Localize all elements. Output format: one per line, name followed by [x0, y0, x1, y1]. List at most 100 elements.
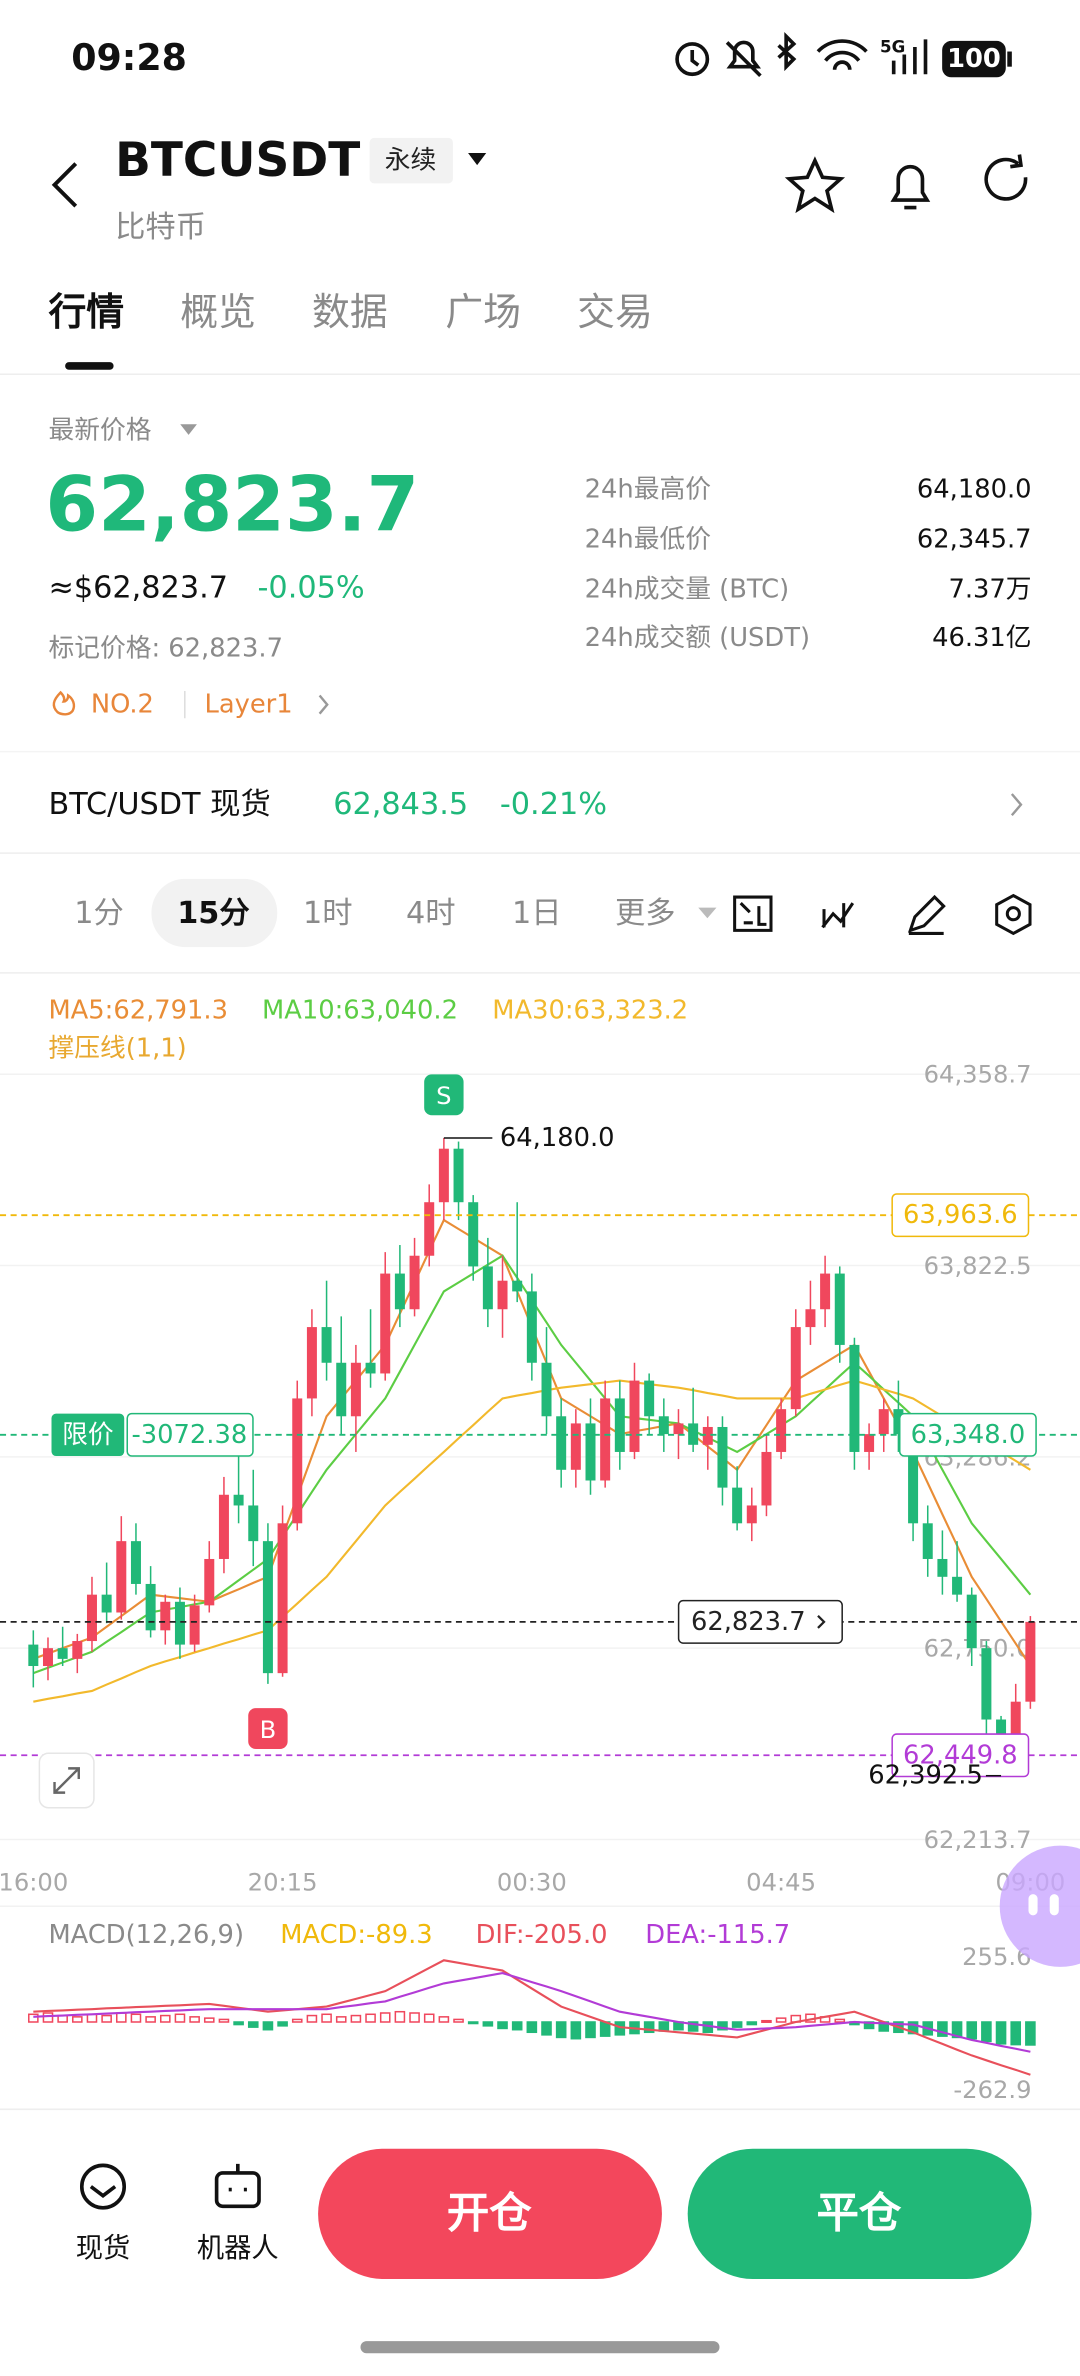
last-price: 62,823.7	[45, 461, 419, 549]
favorite-button[interactable]	[784, 156, 846, 214]
tag[interactable]: NO.2	[91, 690, 154, 720]
sell-tag-bg	[424, 1074, 464, 1116]
price-line-box	[891, 1733, 1030, 1778]
candle-body	[321, 1327, 332, 1363]
candle-body	[702, 1426, 713, 1445]
spot-row[interactable]: BTC/USDT 现货 62,843.5 -0.21%	[48, 787, 1023, 822]
low-marker-label: 62,392.5	[868, 1761, 983, 1791]
candle-body	[101, 1594, 112, 1613]
macd-bar	[995, 2021, 1007, 2045]
dropdown[interactable]	[698, 907, 717, 919]
candle-body	[600, 1398, 611, 1481]
tab[interactable]: 行情	[48, 290, 124, 334]
candle-body	[644, 1380, 655, 1417]
macd-bar	[1025, 2021, 1036, 2046]
tool-draw[interactable]	[907, 894, 946, 935]
chart-tools	[733, 893, 1032, 936]
contract-type: 永续	[385, 146, 436, 176]
spot-change: -0.21%	[500, 787, 607, 822]
coin-name: 比特币	[115, 210, 206, 245]
candle-body	[629, 1380, 640, 1452]
macd-bar	[453, 2018, 464, 2023]
nav-label[interactable]: 机器人	[197, 2233, 279, 2264]
back-button[interactable]	[51, 162, 78, 208]
mark-price: 标记价格: 62,823.7	[48, 634, 282, 664]
interval[interactable]: 1分	[74, 896, 124, 931]
macd-bar	[423, 2013, 435, 2023]
pnl-box	[126, 1412, 254, 1457]
tool-settings[interactable]	[995, 893, 1032, 936]
share-button[interactable]	[984, 154, 1028, 201]
interval[interactable]: 4时	[406, 896, 456, 931]
y-tick-label: 62,213.7	[924, 1825, 1032, 1854]
macd-bar	[394, 2010, 406, 2023]
candle-body	[424, 1202, 435, 1256]
macd-bar	[497, 2021, 508, 2030]
nav-label[interactable]: 现货	[76, 2233, 131, 2264]
tab[interactable]: 数据	[312, 290, 388, 334]
stat-value: 64,180.0	[917, 474, 1032, 504]
candle-body	[556, 1416, 567, 1470]
y-tick-label: 63,822.5	[924, 1251, 1032, 1280]
close-button[interactable]	[687, 2148, 1032, 2280]
bot-icon[interactable]	[214, 2171, 261, 2209]
candle-body	[336, 1362, 347, 1417]
macd-bar	[717, 2021, 728, 2031]
macd-bar	[951, 2021, 963, 2039]
interval[interactable]: 1时	[303, 896, 353, 931]
candle-body	[28, 1644, 39, 1667]
y-tick-label: 62,750.0	[924, 1634, 1032, 1663]
assistant-bubble[interactable]	[999, 1845, 1080, 1967]
macd-bar	[379, 2012, 391, 2023]
candle-body	[380, 1273, 391, 1374]
macd-bar	[731, 2021, 743, 2028]
macd-bar	[526, 2021, 538, 2034]
tool-layout[interactable]	[733, 895, 773, 932]
candle-body	[952, 1576, 963, 1595]
price-line-label: 63,348.0	[911, 1420, 1026, 1450]
interval[interactable]: 15分	[177, 896, 249, 931]
x-tick-label: 04:45	[746, 1868, 816, 1897]
candle-body	[160, 1601, 171, 1631]
interval[interactable]: 更多	[615, 896, 676, 931]
macd-bar	[775, 2017, 787, 2023]
interval[interactable]: 1日	[512, 896, 562, 931]
tab[interactable]: 广场	[445, 290, 521, 334]
candle-body	[878, 1409, 889, 1435]
macd-bar	[145, 2016, 156, 2023]
macd-bar	[555, 2021, 567, 2039]
dropdown[interactable]	[468, 153, 487, 166]
macd-bar	[203, 2017, 215, 2023]
candle-body	[732, 1487, 743, 1524]
open-button[interactable]	[318, 2148, 662, 2280]
tab[interactable]: 交易	[577, 290, 653, 334]
y-tick-label: 64,358.7	[924, 1060, 1032, 1089]
candle-body	[790, 1327, 801, 1410]
candle-body	[1025, 1621, 1036, 1702]
macd-bar	[130, 2013, 142, 2023]
close-label: 平仓	[816, 2189, 901, 2238]
macd-bar	[262, 2021, 274, 2031]
macd-bar	[218, 2018, 230, 2023]
ma-line	[33, 1379, 1031, 1703]
price-line-label: 63,963.6	[903, 1200, 1018, 1230]
tag[interactable]: Layer1	[204, 690, 292, 720]
contract-badge	[369, 137, 453, 184]
spot-icon[interactable]	[79, 2163, 127, 2210]
candle-body	[204, 1558, 215, 1606]
macd-bar	[937, 2021, 948, 2037]
macd-bar	[981, 2021, 992, 2043]
macd-bar	[966, 2021, 978, 2040]
indicator-label: 撑压线(1,1)	[48, 1034, 186, 1064]
stats: 24h最高价 64,180.0 24h最低价 62,345.7 24h成交量 (…	[585, 474, 1032, 653]
tool-indicator[interactable]	[821, 902, 855, 929]
tab[interactable]: 概览	[180, 290, 256, 334]
tab-bar: 行情 概览 数据 广场 交易	[0, 290, 1080, 376]
dropdown[interactable]	[180, 424, 197, 435]
candle-body	[116, 1541, 127, 1613]
alert-button[interactable]	[890, 164, 931, 210]
spot-pair: BTC/USDT 现货	[48, 787, 270, 822]
macd-bar	[1010, 2021, 1022, 2046]
candle-body	[292, 1398, 303, 1524]
macd-bar	[658, 2021, 670, 2032]
